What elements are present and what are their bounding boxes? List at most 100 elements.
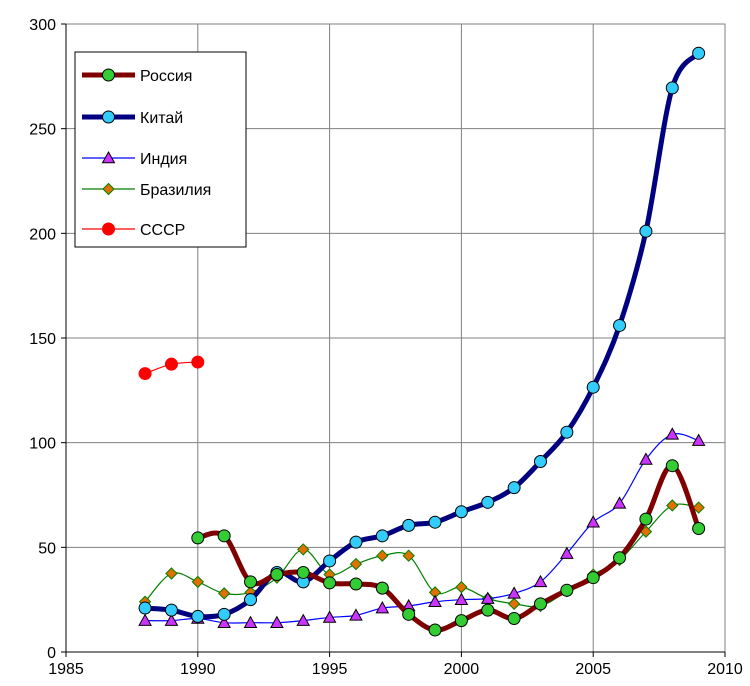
data-point <box>270 615 284 628</box>
data-point <box>375 529 389 543</box>
data-point <box>191 575 205 589</box>
data-point <box>323 554 337 568</box>
data-point <box>138 601 152 615</box>
data-point <box>349 577 363 591</box>
data-point <box>612 496 627 509</box>
data-point <box>375 601 390 614</box>
data-point <box>586 515 601 528</box>
series-2 <box>138 46 706 623</box>
x-tick-label: 1985 <box>48 661 84 678</box>
data-point <box>270 568 284 582</box>
data-point <box>533 574 548 588</box>
data-point <box>375 581 389 595</box>
data-point <box>191 531 205 545</box>
data-point <box>402 518 416 532</box>
y-tick-label: 300 <box>29 17 56 34</box>
data-point <box>507 481 521 495</box>
legend-label: Китай <box>140 110 183 127</box>
y-tick-label: 0 <box>47 645 56 662</box>
data-point <box>164 613 179 626</box>
data-point <box>639 452 653 465</box>
y-tick-label: 150 <box>29 331 56 348</box>
data-point <box>322 610 337 623</box>
x-tick-label: 2000 <box>444 661 480 678</box>
data-point <box>244 575 258 589</box>
x-tick-label: 2005 <box>575 661 611 678</box>
data-point <box>691 433 706 446</box>
series-3 <box>138 427 706 628</box>
data-point <box>376 549 389 562</box>
data-point <box>666 499 679 512</box>
data-point <box>138 613 152 626</box>
data-point <box>507 586 521 599</box>
x-tick-label: 1990 <box>180 661 216 678</box>
x-tick-label: 1995 <box>312 661 348 678</box>
data-point <box>692 46 706 60</box>
data-point <box>191 609 205 623</box>
series-layer <box>138 46 706 637</box>
data-point <box>560 583 574 597</box>
legend-swatch-marker <box>102 68 115 82</box>
data-point <box>349 557 363 571</box>
data-point <box>613 551 627 565</box>
data-point <box>138 367 152 381</box>
data-point <box>560 425 574 439</box>
data-point <box>533 597 547 611</box>
data-point <box>165 567 178 580</box>
axes <box>61 23 726 657</box>
legend-label: СССР <box>140 222 185 239</box>
data-point <box>402 549 415 562</box>
data-point <box>349 608 363 621</box>
legend: Россия Китай Индия Бразилия СССР <box>74 51 247 248</box>
data-point <box>533 455 547 469</box>
legend-swatch-marker <box>101 150 116 164</box>
data-point <box>665 427 680 440</box>
data-point <box>665 81 679 95</box>
data-point <box>480 591 495 604</box>
series-line <box>144 433 700 624</box>
data-point <box>191 355 205 369</box>
data-point <box>349 535 363 549</box>
data-point <box>586 380 600 394</box>
x-tick-label: 2010 <box>707 661 743 678</box>
legend-swatch-marker <box>102 182 115 196</box>
data-point <box>454 505 468 519</box>
data-point <box>217 529 231 543</box>
legend-box <box>74 51 247 248</box>
data-point <box>507 612 521 626</box>
data-point <box>217 587 231 600</box>
data-point <box>455 580 468 594</box>
data-point <box>559 546 574 559</box>
legend-label: Бразилия <box>140 182 211 199</box>
data-point <box>692 521 706 535</box>
data-point <box>507 597 521 611</box>
data-point <box>217 615 232 628</box>
data-point <box>428 623 442 637</box>
legend-label: Россия <box>140 68 192 85</box>
data-point <box>481 603 495 617</box>
data-point <box>613 318 627 332</box>
data-point <box>296 565 310 579</box>
data-point <box>428 515 442 529</box>
data-point <box>296 613 311 626</box>
data-point <box>297 543 310 556</box>
data-point <box>243 615 258 628</box>
y-tick-label: 50 <box>38 540 56 557</box>
legend-label: Индия <box>140 151 187 168</box>
legend-swatch-marker <box>102 222 115 236</box>
series-5 <box>138 355 205 381</box>
data-point <box>586 571 600 585</box>
data-point <box>244 593 258 607</box>
data-point <box>164 357 178 371</box>
data-point <box>481 495 495 509</box>
data-point <box>454 614 468 628</box>
data-point <box>428 594 442 608</box>
data-point <box>639 224 653 238</box>
data-point <box>692 501 705 514</box>
tick-labels: 1985 1990 1995 2000 2005 2010 0 50 100 150 200 250 3… <box>29 17 743 678</box>
y-tick-label: 250 <box>29 122 56 139</box>
data-point <box>323 576 337 590</box>
data-point <box>164 603 178 617</box>
legend-swatch-marker <box>102 110 115 124</box>
